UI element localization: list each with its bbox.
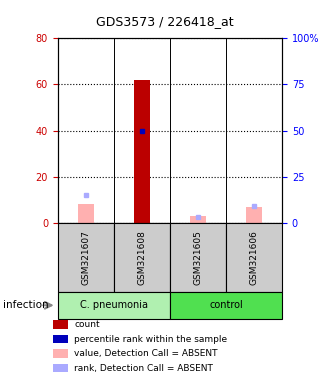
Text: rank, Detection Call = ABSENT: rank, Detection Call = ABSENT	[74, 364, 213, 373]
Bar	[170, 292, 282, 319]
Text: control: control	[209, 300, 243, 310]
Bar	[190, 216, 206, 223]
Text: percentile rank within the sample: percentile rank within the sample	[74, 334, 227, 344]
Bar	[58, 223, 114, 292]
Bar	[170, 223, 226, 292]
Text: GSM321606: GSM321606	[249, 230, 259, 285]
Bar	[134, 80, 150, 223]
Bar	[114, 223, 170, 292]
Text: infection: infection	[3, 300, 49, 310]
Bar	[226, 223, 282, 292]
Bar	[246, 207, 262, 223]
Text: GSM321607: GSM321607	[81, 230, 90, 285]
Text: GDS3573 / 226418_at: GDS3573 / 226418_at	[96, 15, 234, 28]
Bar	[58, 292, 170, 319]
Text: GSM321608: GSM321608	[137, 230, 147, 285]
Bar	[78, 204, 94, 223]
Text: GSM321605: GSM321605	[193, 230, 203, 285]
Text: value, Detection Call = ABSENT: value, Detection Call = ABSENT	[74, 349, 218, 358]
Text: count: count	[74, 320, 100, 329]
Text: C. pneumonia: C. pneumonia	[80, 300, 148, 310]
